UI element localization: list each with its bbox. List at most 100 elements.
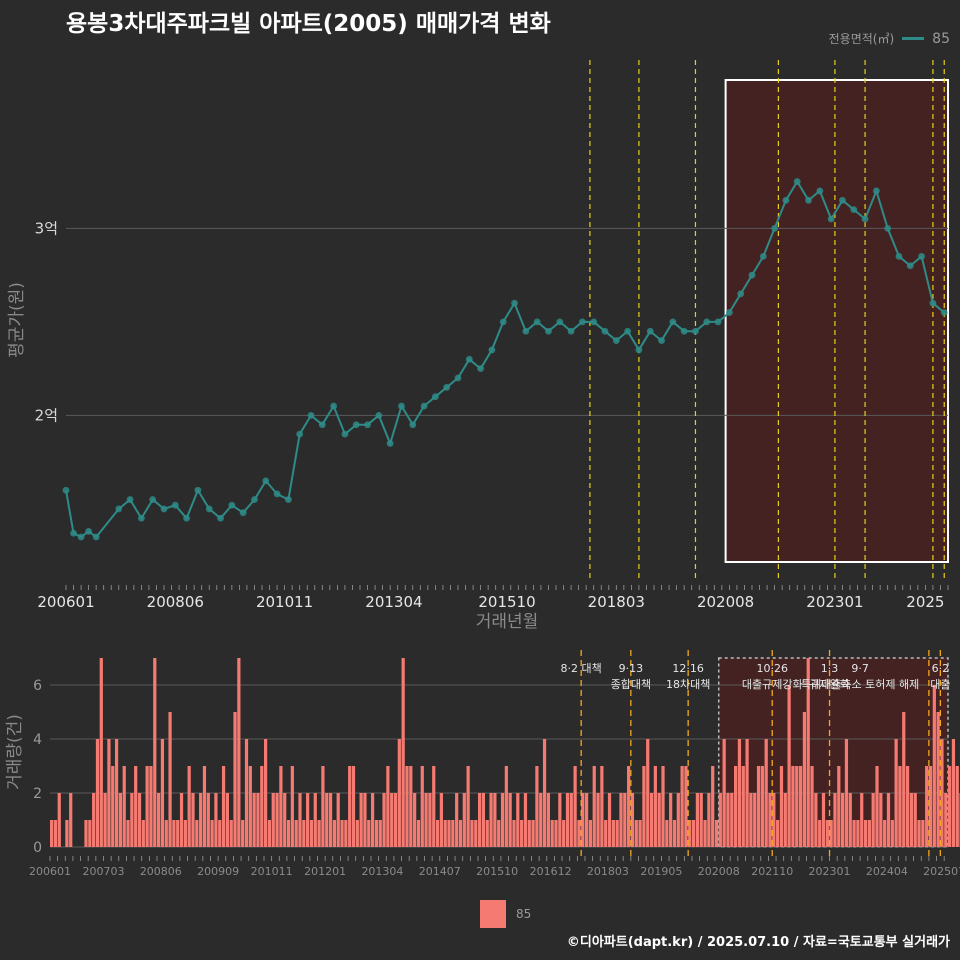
volume-bar (573, 766, 577, 847)
volume-bar (390, 793, 394, 847)
volume-bar (348, 766, 352, 847)
volume-bar (852, 820, 856, 847)
volume-bar (615, 820, 619, 847)
policy-annotation: 6·2 (932, 662, 950, 675)
price-point (872, 187, 880, 195)
volume-bar (604, 820, 608, 847)
x-tick-label: 201011 (256, 593, 313, 611)
bar-x-tick-label: 201510 (476, 865, 518, 878)
volume-bar (630, 793, 635, 847)
volume-bar (554, 820, 558, 847)
volume-bar (279, 766, 283, 847)
price-point (533, 318, 541, 326)
bar-x-tick-label: 201407 (419, 865, 461, 878)
price-point (341, 430, 349, 438)
price-point (545, 327, 552, 335)
volume-bar (386, 766, 390, 847)
volume-bar (458, 820, 463, 847)
price-point (115, 505, 123, 513)
volume-bar (638, 820, 642, 847)
volume-bar (546, 793, 550, 847)
volume-bar (481, 793, 486, 847)
price-point (386, 440, 394, 447)
volume-bar (294, 820, 298, 847)
volume-bar (860, 793, 864, 847)
volume-bar (359, 793, 363, 847)
volume-bar (611, 820, 615, 847)
bar-x-tick-label: 200806 (140, 865, 182, 878)
volume-bar (798, 766, 803, 847)
policy-annotation: 9·7 (851, 662, 869, 675)
price-point (77, 533, 85, 541)
price-point (748, 271, 756, 279)
volume-bar (126, 820, 130, 847)
volume-bar (936, 712, 940, 847)
price-point (251, 496, 258, 503)
price-point (194, 486, 202, 494)
volume-bar (722, 739, 726, 847)
volume-bar (695, 793, 700, 847)
bar-y-tick-label: 0 (33, 840, 42, 856)
volume-bar (374, 820, 379, 847)
volume-bar (263, 739, 268, 847)
volume-bar (898, 766, 902, 847)
bar-y-axis-title: 거래량(건) (5, 714, 25, 790)
volume-bar (409, 766, 413, 847)
volume-bar (286, 820, 291, 847)
volume-bar (848, 793, 852, 847)
volume-bar (810, 766, 814, 847)
volume-bar (821, 793, 826, 847)
bar-x-tick-label: 202110 (751, 865, 793, 878)
volume-bar (149, 766, 153, 847)
volume-bar (500, 793, 505, 847)
price-point (737, 290, 745, 298)
volume-bar (99, 658, 103, 847)
volume-bar (680, 766, 684, 847)
price-point (929, 299, 937, 307)
bar-y-tick-label: 6 (33, 678, 42, 694)
volume-bar (53, 820, 58, 847)
volume-bar (886, 793, 891, 847)
bar-x-tick-label: 200909 (197, 865, 239, 878)
volume-bar (107, 739, 111, 847)
volume-bar (508, 793, 512, 847)
volume-bar (256, 793, 260, 847)
volume-bar (764, 739, 768, 847)
volume-bar (378, 820, 382, 847)
price-point (398, 402, 405, 410)
volume-bar (905, 766, 910, 847)
volume-bar (634, 820, 638, 847)
bar-x-tick-label: 202301 (809, 865, 851, 878)
volume-bar (332, 820, 336, 847)
volume-bar (470, 820, 474, 847)
volume-bar (527, 820, 531, 847)
price-point (477, 365, 485, 373)
volume-bar (325, 793, 329, 847)
price-point (443, 383, 451, 391)
volume-bar (317, 820, 321, 847)
volume-bar (787, 685, 791, 847)
volume-bar (558, 793, 562, 847)
volume-bar (103, 793, 107, 847)
page-title: 용봉3차대주파크빌 아파트(2005) 매매가격 변화 (66, 11, 551, 37)
price-point (669, 318, 677, 326)
price-point (364, 421, 371, 429)
volume-bar (225, 793, 229, 847)
price-point (612, 337, 620, 344)
volume-bar (363, 793, 367, 847)
price-point (624, 327, 632, 335)
price-point (816, 187, 824, 195)
volume-bar (172, 820, 176, 847)
volume-bar (424, 793, 428, 847)
volume-bar (260, 766, 264, 847)
legend-bar-swatch (480, 900, 506, 928)
volume-bar (569, 793, 573, 847)
volume-bar (118, 793, 123, 847)
price-point (895, 253, 903, 260)
volume-bar (825, 820, 829, 847)
volume-bar (753, 793, 757, 847)
volume-bar (244, 739, 249, 847)
x-axis-title: 거래년월 (476, 612, 539, 632)
volume-bar (462, 793, 466, 847)
bar-x-tick-label: 201803 (587, 865, 629, 878)
